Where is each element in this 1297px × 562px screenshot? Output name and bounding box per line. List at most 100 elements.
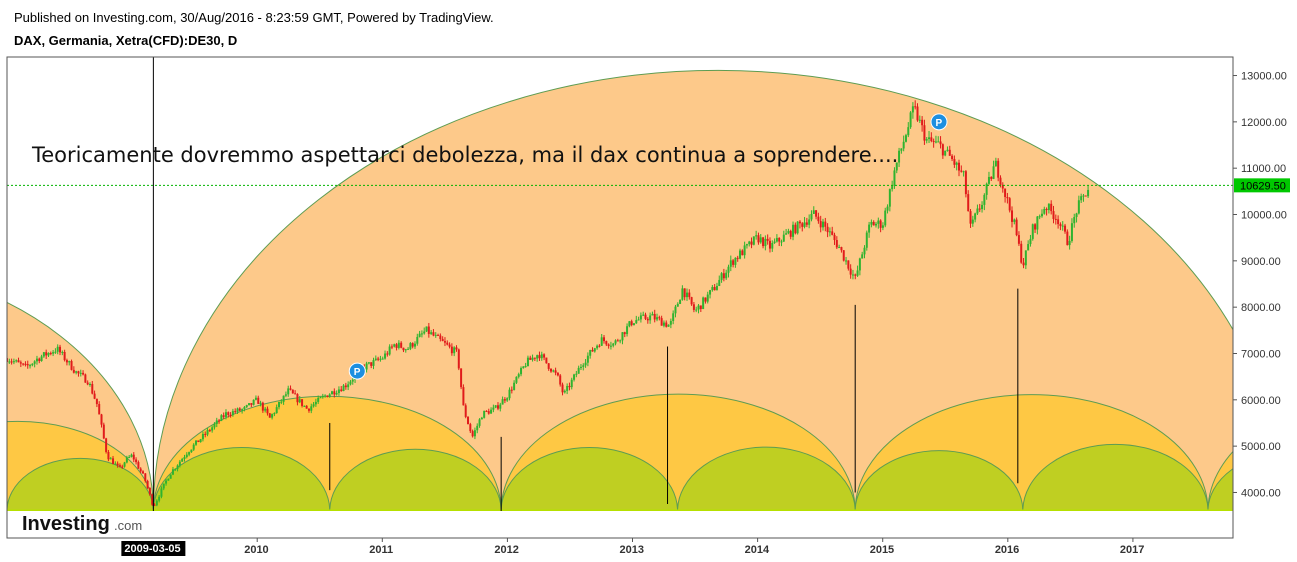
candle-body [257, 397, 260, 404]
candle-body [517, 374, 520, 377]
candle-body [416, 336, 419, 344]
candle-body [243, 407, 246, 410]
candle-body [321, 396, 324, 398]
cycle-arc-small [500, 446, 679, 511]
candle-body [598, 345, 601, 347]
candle-body [220, 415, 223, 421]
candle-body [404, 349, 407, 351]
candle-body [61, 351, 64, 353]
candle-body [904, 135, 907, 142]
y-tick-label: 10000.00 [1241, 210, 1287, 222]
candle-body [68, 361, 71, 363]
candle-body [388, 346, 391, 355]
candle-body [496, 405, 499, 409]
y-tick-label: 5000.00 [1241, 441, 1281, 453]
candle-body [914, 106, 917, 108]
candle-body [464, 405, 467, 417]
candle-body [280, 401, 283, 403]
candle-body [1057, 219, 1060, 225]
candle-body [218, 420, 221, 422]
candle-body [213, 424, 216, 428]
long-wick-lines [329, 288, 1019, 511]
candle-body [801, 223, 804, 227]
candle-body [72, 369, 75, 373]
candle-body [1017, 235, 1020, 244]
candle-body [93, 393, 96, 399]
candle-body [128, 456, 131, 458]
candle-body [570, 379, 573, 388]
candle-body [921, 119, 924, 126]
candle-body [918, 119, 921, 121]
candle-body [868, 224, 871, 233]
candle-body [102, 424, 105, 439]
candle-body [582, 365, 585, 367]
candle-body [886, 206, 889, 211]
candle-body [649, 315, 652, 321]
candle-body [547, 363, 550, 369]
candle-body [146, 481, 149, 488]
candle-body [169, 474, 172, 479]
candle-body [407, 348, 410, 350]
candle-body [26, 364, 29, 366]
candle-body [45, 352, 48, 356]
cycle-arc-small [677, 446, 856, 511]
plot-area: PP [7, 57, 1233, 511]
candle-body [77, 371, 80, 374]
candle-body [960, 170, 963, 172]
candle-body [607, 344, 610, 346]
candle-body [427, 326, 430, 334]
candle-body [250, 403, 253, 405]
candle-body [402, 347, 405, 351]
candle-body [492, 407, 495, 410]
candle-body [70, 361, 73, 370]
candle-body [372, 360, 375, 366]
candle-body [231, 411, 234, 416]
candle-body [526, 357, 529, 367]
candle-body [307, 408, 310, 411]
candle-body [863, 247, 866, 255]
candle-body [999, 177, 1002, 185]
candle-body [494, 405, 497, 408]
candle-body [33, 361, 36, 364]
candle-body [941, 144, 944, 156]
y-tick-label: 7000.00 [1241, 348, 1281, 360]
candle-body [709, 290, 712, 295]
candle-body [310, 406, 313, 411]
candle-body [176, 465, 179, 469]
event-markers: PP [348, 113, 948, 380]
candle-body [1008, 198, 1011, 211]
candle-body [190, 449, 193, 453]
candle-body [118, 465, 121, 467]
candle-body [52, 352, 55, 354]
candle-body [990, 176, 993, 179]
candle-body [948, 149, 951, 156]
candle-body [469, 424, 472, 432]
candle-body [685, 292, 688, 298]
candle-body [409, 343, 412, 349]
candle-body [84, 374, 87, 383]
candle-body [596, 345, 599, 349]
candle-body [651, 313, 654, 316]
candle-body [706, 294, 709, 302]
candle-body [453, 347, 456, 354]
candle-body [185, 454, 188, 458]
candle-body [167, 478, 170, 481]
candle-body [662, 322, 665, 326]
candle-body [1050, 203, 1053, 212]
candle-body [566, 385, 569, 391]
logo-suffix: .com [114, 518, 142, 533]
candle-body [736, 257, 739, 259]
candle-body [199, 439, 202, 443]
candle-body [238, 408, 241, 411]
candle-body [144, 473, 147, 482]
candle-body [1013, 219, 1016, 222]
candle-body [881, 225, 884, 228]
candle-body [667, 324, 670, 327]
candle-body [282, 395, 285, 402]
candle-body [861, 254, 864, 259]
candle-body [296, 394, 299, 403]
candle-body [139, 468, 142, 472]
x-tick-label: 2015 [870, 544, 894, 556]
candle-body [40, 356, 43, 362]
